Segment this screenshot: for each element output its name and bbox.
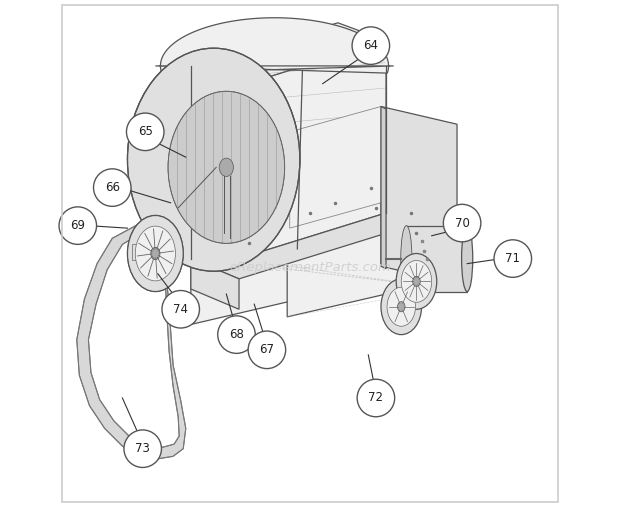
- Polygon shape: [156, 18, 394, 73]
- Polygon shape: [128, 48, 300, 160]
- Ellipse shape: [357, 379, 395, 417]
- Ellipse shape: [128, 215, 184, 292]
- Polygon shape: [381, 106, 386, 269]
- Text: 74: 74: [173, 303, 188, 316]
- Text: 68: 68: [229, 328, 244, 341]
- Ellipse shape: [128, 215, 184, 292]
- Polygon shape: [406, 226, 467, 292]
- Ellipse shape: [396, 254, 436, 309]
- Ellipse shape: [387, 287, 415, 327]
- Text: 67: 67: [259, 343, 275, 356]
- Ellipse shape: [352, 27, 389, 64]
- Ellipse shape: [381, 279, 422, 335]
- Ellipse shape: [59, 207, 97, 244]
- Polygon shape: [191, 213, 386, 324]
- Polygon shape: [191, 23, 386, 86]
- Ellipse shape: [151, 247, 160, 260]
- Ellipse shape: [151, 247, 160, 260]
- Text: 65: 65: [138, 125, 153, 138]
- Text: 70: 70: [454, 216, 469, 230]
- Polygon shape: [239, 41, 386, 259]
- Ellipse shape: [494, 240, 531, 277]
- Ellipse shape: [124, 430, 161, 467]
- Ellipse shape: [397, 302, 405, 312]
- Ellipse shape: [401, 261, 432, 302]
- Ellipse shape: [128, 48, 300, 271]
- Text: 73: 73: [135, 442, 150, 455]
- Polygon shape: [191, 213, 386, 279]
- Text: 72: 72: [368, 391, 383, 405]
- Ellipse shape: [135, 226, 175, 281]
- Polygon shape: [191, 259, 239, 309]
- Polygon shape: [290, 106, 381, 228]
- Ellipse shape: [168, 91, 285, 243]
- Ellipse shape: [248, 331, 286, 369]
- Ellipse shape: [443, 204, 481, 242]
- Ellipse shape: [219, 158, 234, 176]
- Polygon shape: [381, 106, 457, 284]
- FancyBboxPatch shape: [131, 244, 143, 260]
- Ellipse shape: [135, 226, 175, 281]
- Text: 69: 69: [70, 219, 86, 232]
- Text: 64: 64: [363, 39, 378, 52]
- Ellipse shape: [401, 226, 412, 292]
- Polygon shape: [77, 221, 186, 459]
- Text: eReplacementParts.com: eReplacementParts.com: [229, 261, 391, 274]
- Polygon shape: [191, 66, 239, 259]
- Text: 66: 66: [105, 181, 120, 194]
- Polygon shape: [287, 213, 457, 317]
- Text: 71: 71: [505, 252, 520, 265]
- Ellipse shape: [218, 316, 255, 353]
- Ellipse shape: [162, 291, 200, 328]
- Ellipse shape: [126, 113, 164, 151]
- Ellipse shape: [462, 226, 472, 292]
- Ellipse shape: [413, 276, 420, 286]
- Ellipse shape: [94, 169, 131, 206]
